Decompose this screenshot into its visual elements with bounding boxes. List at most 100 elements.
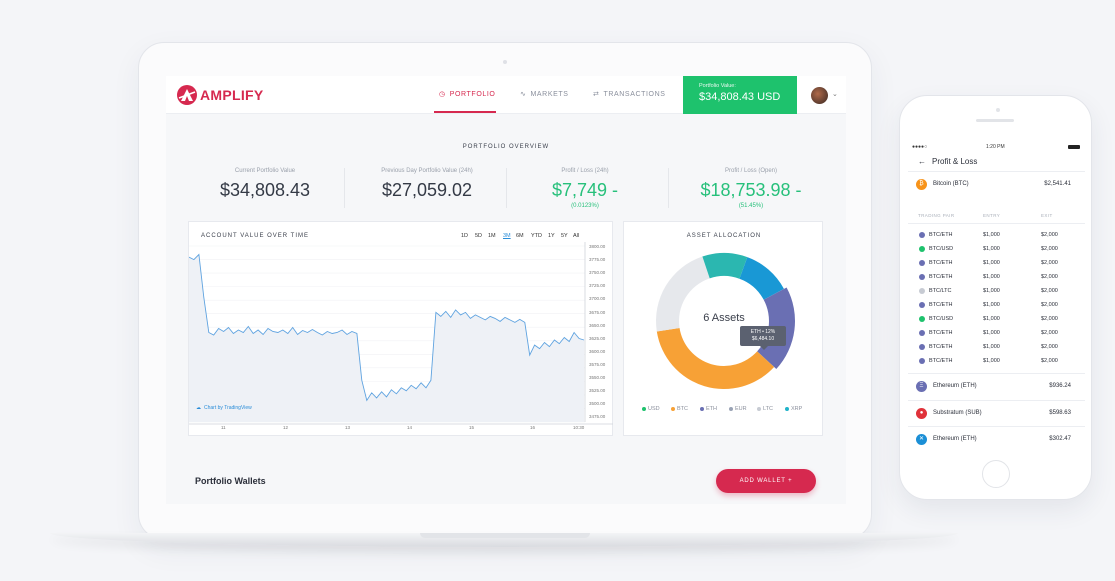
trade-exit: $2,000 <box>1041 232 1058 238</box>
asset-allocation-card: ASSET ALLOCATION 6 Assets ETH • 12% $6,4… <box>623 221 823 436</box>
trade-row[interactable]: BTC/ETH $1,000 $2,000 <box>908 341 1085 355</box>
legend-item-usd[interactable]: USD <box>642 406 660 412</box>
trade-entry: $1,000 <box>983 344 1000 350</box>
timeframe-5y[interactable]: 5Y <box>561 233 568 239</box>
timeframe-3m[interactable]: 3M <box>503 233 511 239</box>
stat-label: Previous Day Portfolio Value (24h) <box>381 168 473 174</box>
timeframe-6m[interactable]: 6M <box>516 233 524 239</box>
back-arrow-icon[interactable]: ← <box>918 157 926 166</box>
nav-markets[interactable]: ∿ MARKETS <box>520 90 569 99</box>
stat-previous-value: Previous Day Portfolio Value (24h) $27,0… <box>347 168 507 201</box>
timeframe-5d[interactable]: 5D <box>475 233 483 239</box>
trade-row[interactable]: BTC/ETH $1,000 $2,000 <box>908 355 1085 369</box>
legend-dot <box>700 407 704 411</box>
phone-title: Profit & Loss <box>932 157 978 166</box>
bitcoin-icon: ₿ <box>916 179 927 190</box>
coin-value: $302.47 <box>1049 436 1071 442</box>
legend-item-ltc[interactable]: LTC <box>757 406 773 412</box>
x-tick-label: 13 <box>345 425 351 430</box>
trade-entry: $1,000 <box>983 232 1000 238</box>
trade-row[interactable]: BTC/ETH $1,000 $2,000 <box>908 271 1085 285</box>
tradingview-credit[interactable]: ☁ Chart by TradingView <box>196 405 252 411</box>
legend-item-eth[interactable]: ETH <box>700 406 717 412</box>
coin-icon: ● <box>916 407 927 419</box>
top-header: AMPLIFY ◷ PORTFOLIO ∿ MARKETS ⇄ TRANSACT… <box>166 76 846 114</box>
laptop-base <box>50 533 958 547</box>
coin-name: Bitcoin (BTC) <box>933 181 969 187</box>
coin-icon <box>919 274 925 280</box>
stat-divider <box>668 168 669 208</box>
y-tick-label: 3775.00 <box>589 257 606 263</box>
user-avatar[interactable] <box>811 87 828 104</box>
coin-value: $936.24 <box>1049 383 1071 389</box>
legend-item-xrp[interactable]: XRP <box>785 406 802 412</box>
trade-row[interactable]: BTC/LTC $1,000 $2,000 <box>908 285 1085 299</box>
trade-row[interactable]: BTC/ETH $1,000 $2,000 <box>908 327 1085 341</box>
timeframe-all[interactable]: All <box>573 233 580 239</box>
donut-center-label: 6 Assets <box>703 312 745 324</box>
y-tick-label: 3525.00 <box>589 388 606 394</box>
coin-row[interactable]: ✕ Ethereum (ETH) $302.47 <box>908 426 1085 452</box>
timeframe-ytd[interactable]: YTD <box>531 233 542 239</box>
coin-icon <box>919 330 925 336</box>
portfolio-value-label: Portfolio Value: <box>699 83 736 89</box>
trade-entry: $1,000 <box>983 330 1000 336</box>
clock-icon: ◷ <box>439 91 446 98</box>
timeframe-1m[interactable]: 1M <box>488 233 496 239</box>
phone-home-button[interactable] <box>982 460 1010 488</box>
portfolio-value-amount: $34,808.43 USD <box>699 91 781 103</box>
coin-icon: ✕ <box>916 434 927 445</box>
stat-label: Profit / Loss (24h) <box>561 168 609 174</box>
coin-name: Ethereum (ETH) <box>933 436 977 442</box>
asset-donut-chart[interactable] <box>624 222 824 437</box>
nav-transactions[interactable]: ⇄ TRANSACTIONS <box>593 90 666 99</box>
phone-camera <box>996 108 1000 112</box>
stat-label: Current Portfolio Value <box>234 168 296 174</box>
phone-title-bar: ← Profit & Loss <box>918 157 977 166</box>
nav-portfolio[interactable]: ◷ PORTFOLIO <box>439 90 495 99</box>
donut-slice-btc[interactable] <box>656 327 775 389</box>
legend-label: USD <box>648 406 660 412</box>
trade-exit: $2,000 <box>1041 330 1058 336</box>
trade-row[interactable]: BTC/USD $1,000 $2,000 <box>908 313 1085 327</box>
trade-row[interactable]: BTC/ETH $1,000 $2,000 <box>908 257 1085 271</box>
portfolio-value-box: Portfolio Value: $34,808.43 USD <box>683 76 797 114</box>
donut-slice-ltc[interactable] <box>656 256 710 332</box>
donut-slice-eur[interactable] <box>739 257 784 300</box>
trade-row[interactable]: BTC/USD $1,000 $2,000 <box>908 243 1085 257</box>
legend-item-eur[interactable]: EUR <box>729 406 747 412</box>
allocation-tooltip: ETH • 12% $6,484.10 <box>740 326 786 346</box>
timeframe-1y[interactable]: 1Y <box>548 233 555 239</box>
stat-divider <box>344 168 345 208</box>
timeframe-1d[interactable]: 1D <box>461 233 469 239</box>
legend-item-btc[interactable]: BTC <box>671 406 688 412</box>
legend-dot <box>785 407 789 411</box>
header-exit: EXIT <box>1041 213 1053 218</box>
account-value-chart[interactable] <box>189 222 614 437</box>
coin-row[interactable]: ● Substratum (SUB) $598.63 <box>908 399 1085 426</box>
stat-value: $18,753.98 - <box>700 180 802 200</box>
legend-dot <box>671 407 675 411</box>
trade-entry: $1,000 <box>983 316 1000 322</box>
legend-dot <box>757 407 761 411</box>
coin-icon <box>919 288 925 294</box>
trade-pair: BTC/ETH <box>929 260 953 266</box>
primary-coin-row[interactable]: ₿ Bitcoin (BTC) $2,541.41 <box>908 171 1085 197</box>
donut-slice-usd[interactable] <box>702 253 748 279</box>
laptop-camera <box>503 60 507 64</box>
trade-entry: $1,000 <box>983 260 1000 266</box>
trade-row[interactable]: BTC/ETH $1,000 $2,000 <box>908 299 1085 313</box>
trade-exit: $2,000 <box>1041 260 1058 266</box>
trade-entry: $1,000 <box>983 358 1000 364</box>
trade-exit: $2,000 <box>1041 274 1058 280</box>
chevron-down-icon[interactable]: ⌄ <box>832 91 838 98</box>
add-wallet-button[interactable]: ADD WALLET + <box>716 469 816 493</box>
brand-logo[interactable]: AMPLIFY <box>176 84 264 106</box>
laptop-notch <box>420 533 590 538</box>
table-divider <box>908 223 1085 224</box>
coin-row[interactable]: Ξ Ethereum (ETH) $936.24 <box>908 373 1085 399</box>
stat-current-value: Current Portfolio Value $34,808.43 <box>185 168 345 201</box>
trade-row[interactable]: BTC/ETH $1,000 $2,000 <box>908 229 1085 243</box>
nav-active-indicator <box>434 111 496 113</box>
account-value-card: ACCOUNT VALUE OVER TIME 1D 5D 1M 3M 6M YTD 1Y 5… <box>188 221 613 436</box>
